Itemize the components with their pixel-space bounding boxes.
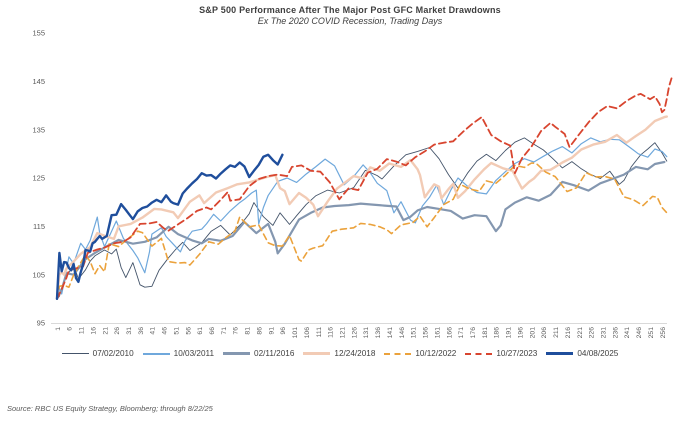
x-tick-label: 251: [648, 327, 655, 339]
x-tick-label: 116: [328, 327, 335, 338]
y-tick-label: 145: [32, 77, 45, 86]
x-tick-label: 146: [399, 327, 406, 339]
x-tick-label: 196: [517, 327, 524, 339]
legend-swatch-2025: [546, 352, 574, 355]
series-line-07-02-2010: [56, 137, 668, 300]
chart-legend: 07/02/2010 10/03/2011 02/11/2016 12/24/2…: [0, 349, 680, 358]
x-tick-label: 21: [102, 327, 109, 335]
x-tick-label: 231: [600, 327, 607, 339]
x-tick-label: 121: [340, 327, 347, 339]
x-tick-label: 161: [434, 327, 441, 339]
x-tick-label: 151: [411, 327, 418, 339]
legend-item-2022: 10/12/2022: [384, 349, 456, 358]
legend-item-2011: 10/03/2011: [142, 349, 215, 358]
legend-swatch-2011: [142, 352, 170, 355]
source-note: Source: RBC US Equity Strategy, Bloomber…: [7, 404, 213, 413]
series-line-04-08-2025: [55, 153, 284, 300]
legend-label-2023: 10/27/2023: [496, 349, 538, 358]
x-tick-label: 191: [506, 327, 513, 339]
legend-label-2025: 04/08/2025: [577, 349, 619, 358]
series-line-10-27-2023: [56, 77, 673, 300]
legend-item-2023: 10/27/2023: [465, 349, 537, 358]
x-tick-label: 26: [114, 327, 121, 335]
x-tick-label: 131: [363, 327, 370, 339]
legend-item-2016: 02/11/2016: [223, 349, 294, 358]
series-line-02-11-2016: [55, 160, 666, 300]
x-tick-label: 256: [660, 327, 667, 339]
legend-swatch-2016: [223, 352, 251, 355]
x-tick-label: 156: [423, 327, 430, 339]
x-tick-label: 136: [375, 327, 382, 339]
legend-item-2010: 07/02/2010: [61, 349, 134, 358]
chart-subtitle: Ex The 2020 COVID Recession, Trading Day…: [257, 16, 443, 26]
x-tick-label: 1: [55, 327, 62, 331]
x-tick-label: 211: [553, 327, 560, 338]
x-tick-label: 46: [162, 327, 169, 335]
legend-label-2016: 02/11/2016: [254, 349, 295, 358]
x-tick-label: 91: [268, 327, 275, 335]
x-tick-label: 106: [304, 327, 311, 339]
x-tick-label: 71: [221, 327, 228, 335]
x-tick-label: 76: [233, 327, 240, 335]
x-tick-label: 66: [209, 327, 216, 335]
legend-label-2010: 07/02/2010: [92, 349, 134, 358]
x-tick-label: 246: [636, 327, 643, 339]
x-tick-label: 236: [612, 327, 619, 339]
legend-swatch-2023: [465, 352, 493, 355]
series-line-10-03-2011: [56, 137, 668, 300]
x-tick-label: 101: [292, 327, 299, 339]
y-tick-label: 125: [32, 174, 45, 183]
x-tick-label: 41: [150, 327, 157, 335]
x-tick-label: 51: [173, 327, 180, 335]
legend-swatch-2018: [303, 352, 331, 355]
x-tick-label: 241: [624, 327, 631, 339]
y-tick-label: 115: [33, 222, 45, 231]
legend-label-2011: 10/03/2011: [173, 349, 215, 358]
x-tick-label: 96: [280, 327, 287, 335]
y-tick-label: 95: [37, 319, 45, 328]
legend-swatch-2010: [61, 353, 89, 354]
x-tick-label: 181: [482, 327, 489, 339]
x-tick-label: 186: [494, 327, 501, 339]
y-tick-label: 135: [32, 125, 45, 134]
x-tick-label: 11: [79, 327, 86, 334]
y-tick-label: 105: [32, 270, 45, 279]
x-tick-label: 36: [138, 327, 145, 335]
x-tick-label: 111: [316, 327, 323, 338]
x-tick-label: 166: [446, 327, 453, 339]
x-tick-label: 176: [470, 327, 477, 339]
x-tick-label: 216: [565, 327, 572, 339]
x-tick-label: 171: [458, 327, 465, 339]
x-tick-label: 126: [351, 327, 358, 339]
x-tick-label: 6: [67, 327, 74, 331]
y-tick-label: 155: [32, 29, 45, 38]
legend-swatch-2022: [384, 352, 412, 355]
x-tick-label: 226: [589, 327, 596, 339]
legend-label-2022: 10/12/2022: [415, 349, 457, 358]
x-tick-label: 86: [256, 327, 263, 335]
x-tick-label: 16: [90, 327, 97, 335]
series-line-12-24-2018: [55, 115, 668, 300]
legend-item-2025: 04/08/2025: [546, 349, 618, 358]
legend-label-2018: 12/24/2018: [334, 349, 376, 358]
x-tick-label: 31: [126, 327, 133, 335]
x-tick-label: 141: [387, 327, 394, 339]
x-tick-label: 56: [185, 327, 192, 335]
x-tick-label: 61: [197, 327, 204, 335]
x-tick-label: 206: [541, 327, 548, 339]
x-tick-label: 201: [529, 327, 536, 339]
legend-item-2018: 12/24/2018: [303, 349, 375, 358]
chart-title: S&P 500 Performance After The Major Post…: [199, 5, 501, 15]
x-tick-label: 221: [577, 327, 584, 339]
x-tick-label: 81: [245, 327, 252, 335]
